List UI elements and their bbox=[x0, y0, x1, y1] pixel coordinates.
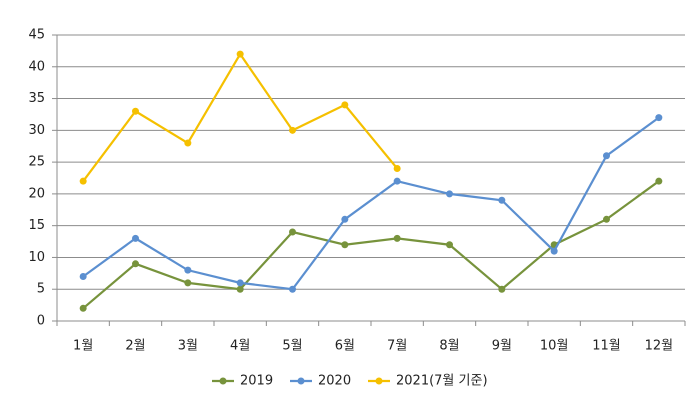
point bbox=[79, 177, 87, 185]
point bbox=[341, 101, 349, 109]
legend-label: 2020 bbox=[318, 374, 351, 389]
point bbox=[132, 234, 139, 242]
series-line bbox=[82, 116, 660, 291]
point bbox=[132, 260, 139, 268]
point bbox=[446, 241, 453, 249]
point bbox=[79, 273, 87, 281]
point bbox=[79, 304, 87, 312]
y-tick-label: 20 bbox=[28, 186, 45, 201]
x-tick-label: 10월 bbox=[540, 339, 569, 354]
point bbox=[289, 285, 296, 293]
y-tick-label: 0 bbox=[37, 314, 45, 329]
y-tick-label: 5 bbox=[37, 282, 45, 297]
x-tick-label: 1월 bbox=[73, 339, 93, 354]
x-tick-label: 11월 bbox=[592, 339, 621, 354]
point bbox=[289, 126, 296, 134]
point bbox=[550, 247, 558, 255]
point bbox=[603, 215, 610, 223]
point bbox=[393, 177, 401, 185]
legend-label: 2021(7월 기준) bbox=[396, 374, 488, 389]
point bbox=[603, 152, 610, 160]
point bbox=[184, 266, 192, 274]
point bbox=[341, 215, 349, 223]
series-line bbox=[82, 180, 660, 310]
point bbox=[393, 164, 401, 172]
legend-marker bbox=[297, 377, 305, 385]
legend-marker bbox=[219, 377, 227, 385]
point bbox=[498, 196, 506, 204]
y-tick-label: 30 bbox=[28, 123, 45, 138]
point bbox=[289, 228, 296, 236]
y-tick-label: 25 bbox=[28, 155, 45, 170]
point bbox=[393, 234, 401, 242]
legend-marker bbox=[375, 377, 383, 385]
point bbox=[236, 285, 244, 293]
y-tick-label: 40 bbox=[28, 59, 45, 74]
point bbox=[341, 241, 349, 249]
x-tick-label: 5월 bbox=[282, 339, 302, 354]
point bbox=[498, 285, 506, 293]
y-tick-label: 10 bbox=[28, 250, 45, 265]
point bbox=[655, 114, 663, 122]
y-tick-label: 15 bbox=[28, 218, 45, 233]
x-tick-label: 2월 bbox=[125, 339, 145, 354]
point bbox=[132, 107, 139, 115]
point bbox=[236, 279, 244, 287]
point bbox=[184, 279, 192, 287]
point bbox=[184, 139, 192, 147]
x-tick-label: 8월 bbox=[439, 339, 459, 354]
x-tick-label: 12월 bbox=[645, 339, 674, 354]
y-tick-label: 45 bbox=[28, 28, 45, 43]
point bbox=[446, 190, 453, 198]
x-tick-label: 9월 bbox=[492, 339, 512, 354]
legend-label: 2019 bbox=[240, 374, 273, 389]
y-tick-label: 35 bbox=[28, 91, 45, 106]
x-tick-label: 3월 bbox=[178, 339, 198, 354]
x-tick-label: 4월 bbox=[230, 339, 250, 354]
x-tick-label: 6월 bbox=[335, 339, 355, 354]
point bbox=[655, 177, 663, 185]
point bbox=[236, 50, 244, 58]
x-tick-label: 7월 bbox=[387, 339, 407, 354]
